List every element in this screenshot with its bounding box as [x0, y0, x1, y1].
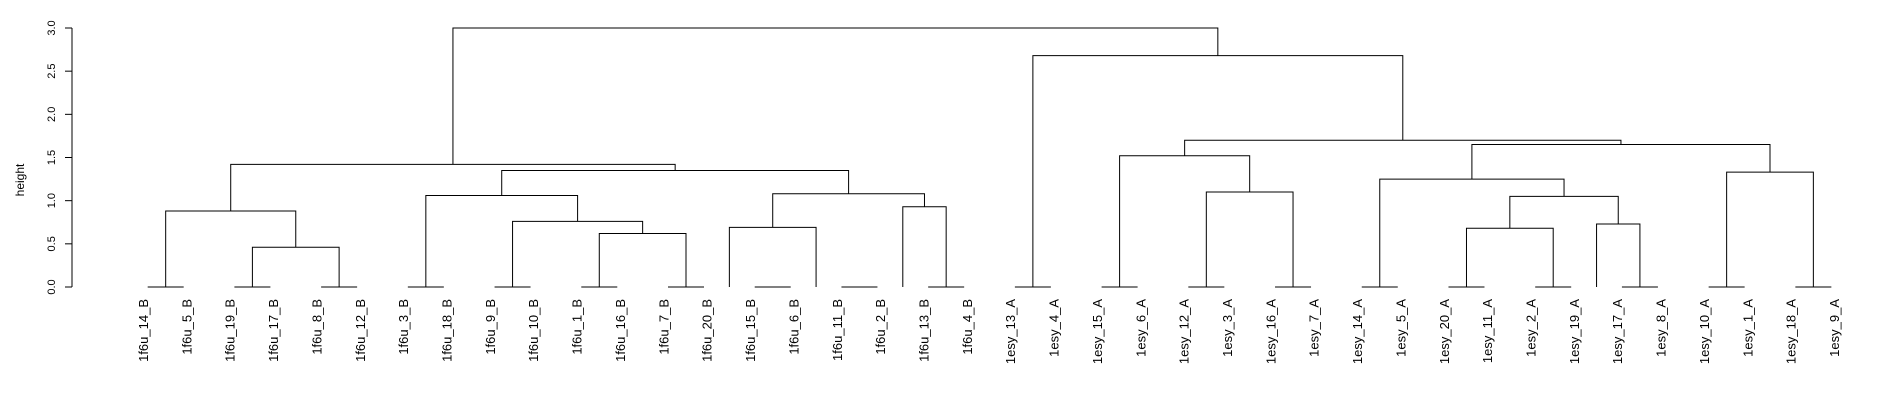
leaf-label: 1esy_19_A [1567, 299, 1582, 364]
y-axis-label: height [13, 163, 27, 196]
leaf-label: 1esy_13_A [1003, 299, 1018, 364]
dendrogram-branch [452, 27, 1219, 165]
dendrogram-branches [147, 27, 1832, 288]
dendrogram-branch [772, 193, 925, 228]
leaf-label: 1f6u_15_B [743, 299, 758, 362]
leaf-label: 1f6u_3_B [396, 299, 411, 355]
dendrogram-branch [1465, 227, 1554, 287]
dendrogram-branch [501, 169, 850, 196]
dendrogram-branch [1471, 144, 1771, 180]
leaf-label: 1f6u_17_B [266, 299, 281, 362]
leaf-label: 1f6u_11_B [830, 299, 845, 361]
leaf-label: 1f6u_19_B [223, 299, 238, 362]
dendrogram-branch [1184, 139, 1622, 156]
leaf-label: 1esy_17_A [1610, 299, 1625, 364]
leaf-label: 1esy_4_A [1047, 299, 1062, 357]
dendrogram-branch [1119, 155, 1251, 287]
leaf-labels: 1f6u_14_B 1f6u_5_B 1f6u_19_B 1f6u_17_B 1f6u_… [136, 299, 1842, 364]
leaf-label: 1f6u_5_B [179, 299, 194, 355]
y-tick-label: 0.0 [46, 279, 58, 294]
y-tick-label: 1.5 [46, 150, 58, 165]
leaf-label: 1esy_18_A [1784, 299, 1799, 364]
dendrogram-branch [425, 194, 579, 287]
leaf-label: 1f6u_12_B [353, 299, 368, 362]
leaf-label: 1esy_16_A [1263, 299, 1278, 364]
leaf-label: 1esy_5_A [1393, 299, 1408, 357]
leaf-label: 1esy_11_A [1480, 299, 1495, 363]
leaf-label: 1esy_2_A [1524, 299, 1539, 357]
leaf-label: 1esy_10_A [1697, 299, 1712, 364]
leaf-label: 1f6u_7_B [656, 299, 671, 355]
leaf-label: 1f6u_9_B [483, 299, 498, 355]
leaf-label: 1esy_9_A [1827, 299, 1842, 357]
leaf-label: 1esy_3_A [1220, 299, 1235, 357]
dendrogram-branch [1379, 178, 1565, 287]
leaf-label: 1esy_12_A [1177, 299, 1192, 364]
y-axis: 0.0 0.5 1.0 1.5 2.0 2.5 3.0 [46, 20, 73, 295]
leaf-label: 1esy_20_A [1437, 299, 1452, 364]
dendrogram-branch [251, 246, 340, 287]
leaf-label: 1f6u_1_B [570, 299, 585, 355]
leaf-label: 1f6u_20_B [700, 299, 715, 362]
dendrogram-branch [1596, 223, 1641, 287]
dendrogram-branch [230, 163, 676, 212]
leaf-label: 1esy_6_A [1133, 299, 1148, 357]
leaf-label: 1f6u_6_B [786, 299, 801, 355]
dendrogram-branch [598, 232, 687, 287]
y-tick-label: 2.0 [46, 107, 58, 122]
leaf-label: 1esy_8_A [1654, 299, 1669, 357]
dendrogram-branch [728, 226, 817, 287]
dendrogram-branch [512, 220, 644, 287]
leaf-label: 1f6u_8_B [309, 299, 324, 355]
leaf-label: 1f6u_2_B [873, 299, 888, 355]
dendrogram-branch [1726, 171, 1814, 287]
y-tick-label: 3.0 [46, 20, 58, 35]
y-tick-label: 0.5 [46, 236, 58, 251]
dendrogram-branch [1205, 191, 1294, 287]
dendrogram-branch [1032, 55, 1404, 287]
dendrogram-branch [902, 206, 947, 287]
leaf-label: 1esy_14_A [1350, 299, 1365, 364]
leaf-label: 1esy_7_A [1307, 299, 1322, 357]
leaf-label: 1f6u_16_B [613, 299, 628, 362]
leaf-label: 1f6u_18_B [440, 299, 455, 362]
leaf-label: 1f6u_14_B [136, 299, 151, 362]
leaf-label: 1esy_15_A [1090, 299, 1105, 364]
y-tick-label: 2.5 [46, 64, 58, 79]
leaf-label: 1esy_1_A [1740, 299, 1755, 357]
dendrogram-branch [165, 210, 297, 287]
y-tick-label: 1.0 [46, 193, 58, 208]
leaf-label: 1f6u_4_B [960, 299, 975, 355]
leaf-label: 1f6u_13_B [916, 299, 931, 362]
leaf-label: 1f6u_10_B [526, 299, 541, 362]
